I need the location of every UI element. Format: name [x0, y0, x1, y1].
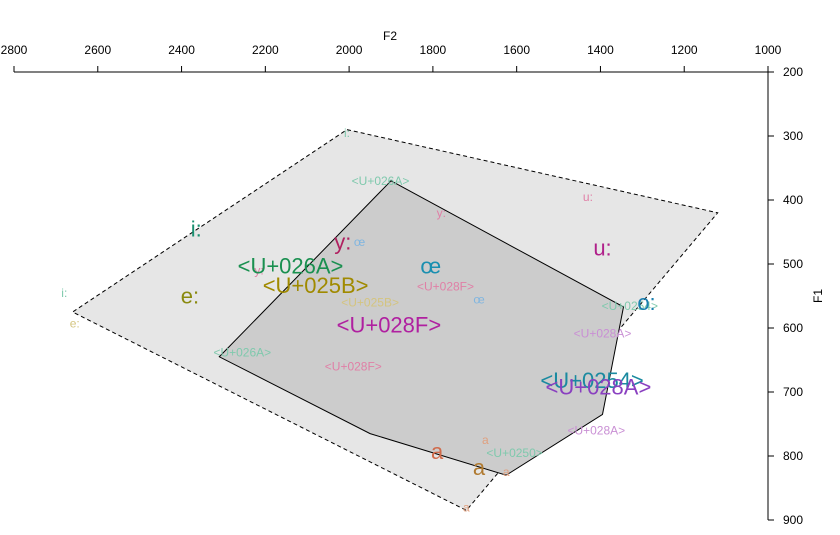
x-tick-label: 1800: [420, 43, 447, 57]
vowel-label: <U+028A>: [545, 375, 651, 400]
vowel-label: <U+028A>: [574, 326, 632, 340]
y-axis-title: F1: [811, 289, 825, 303]
vowel-label: œ: [420, 254, 441, 279]
vowel-space-polygons: [71, 129, 719, 512]
x-tick-label: 1000: [755, 43, 782, 57]
vowel-label: u:: [593, 236, 611, 261]
vowel-label: a: [463, 500, 470, 514]
y-tick-label: 900: [783, 513, 803, 527]
x-tick-label: 2400: [168, 43, 195, 57]
x-axis: F2 2800 2600 2400 2200 2000 1800 1600 1400 1200 1…: [1, 29, 782, 73]
vowel-label: <U+028A>: [567, 424, 625, 438]
vowel-label: <U+0254>: [540, 368, 643, 393]
y-tick-label: 600: [783, 321, 803, 335]
vowel-label: <U+0250>: [486, 446, 542, 460]
vowel-label: e:: [70, 317, 80, 331]
vowel-label: y:: [334, 229, 351, 254]
vowel-label: œ: [354, 235, 365, 249]
y-tick-label: 800: [783, 449, 803, 463]
vowel-label: y:: [254, 264, 263, 278]
vowel-label: <U+026A>: [213, 346, 271, 360]
x-tick-label: 1200: [671, 43, 698, 57]
y-tick-label: 700: [783, 385, 803, 399]
vowel-label: œ: [473, 292, 484, 306]
x-axis-title: F2: [383, 29, 397, 43]
x-tick-label: 1600: [503, 43, 530, 57]
vowel-label: i:: [61, 286, 67, 300]
vowel-label: <U+026A>: [238, 254, 344, 279]
polygon-inner: [218, 180, 625, 476]
vowel-label: a: [482, 433, 489, 447]
vowel-label: <U+026A>: [352, 174, 410, 188]
vowel-label: <U+025B>: [341, 296, 399, 310]
x-tick-label: 2600: [84, 43, 111, 57]
vowel-label: <U+025B>: [263, 273, 369, 298]
y-tick-label: 200: [783, 65, 803, 79]
vowel-label: <U+028F>: [417, 280, 474, 294]
x-tick-label: 1400: [587, 43, 614, 57]
y-tick-label: 400: [783, 193, 803, 207]
y-tick-label: 300: [783, 129, 803, 143]
vowel-label: e:: [181, 284, 199, 309]
x-tick-label: 2200: [252, 43, 279, 57]
vowel-label: i:: [344, 126, 350, 140]
vowel-label: a: [503, 465, 510, 479]
vowel-label: a: [473, 455, 486, 480]
vowel-label: <U+0254>: [602, 299, 658, 313]
x-tick-label: 2000: [336, 43, 363, 57]
vowel-label: u:: [583, 190, 593, 204]
vowel-label: <U+028F>: [325, 360, 382, 374]
vowel-label: y:: [437, 206, 446, 220]
x-tick-label: 2800: [1, 43, 28, 57]
y-tick-label: 500: [783, 257, 803, 271]
vowel-labels: i:<U+026A>y:u:œy:<U+028F><U+025B> œi:<U+0…: [61, 126, 658, 514]
vowel-label: a: [431, 439, 444, 464]
vowel-label: o:: [637, 290, 655, 315]
vowel-label: <U+028F>: [337, 313, 442, 338]
y-axis: F1 200 300 400 500 600 700 800 900: [767, 65, 825, 527]
vowel-label: i:: [191, 217, 202, 242]
